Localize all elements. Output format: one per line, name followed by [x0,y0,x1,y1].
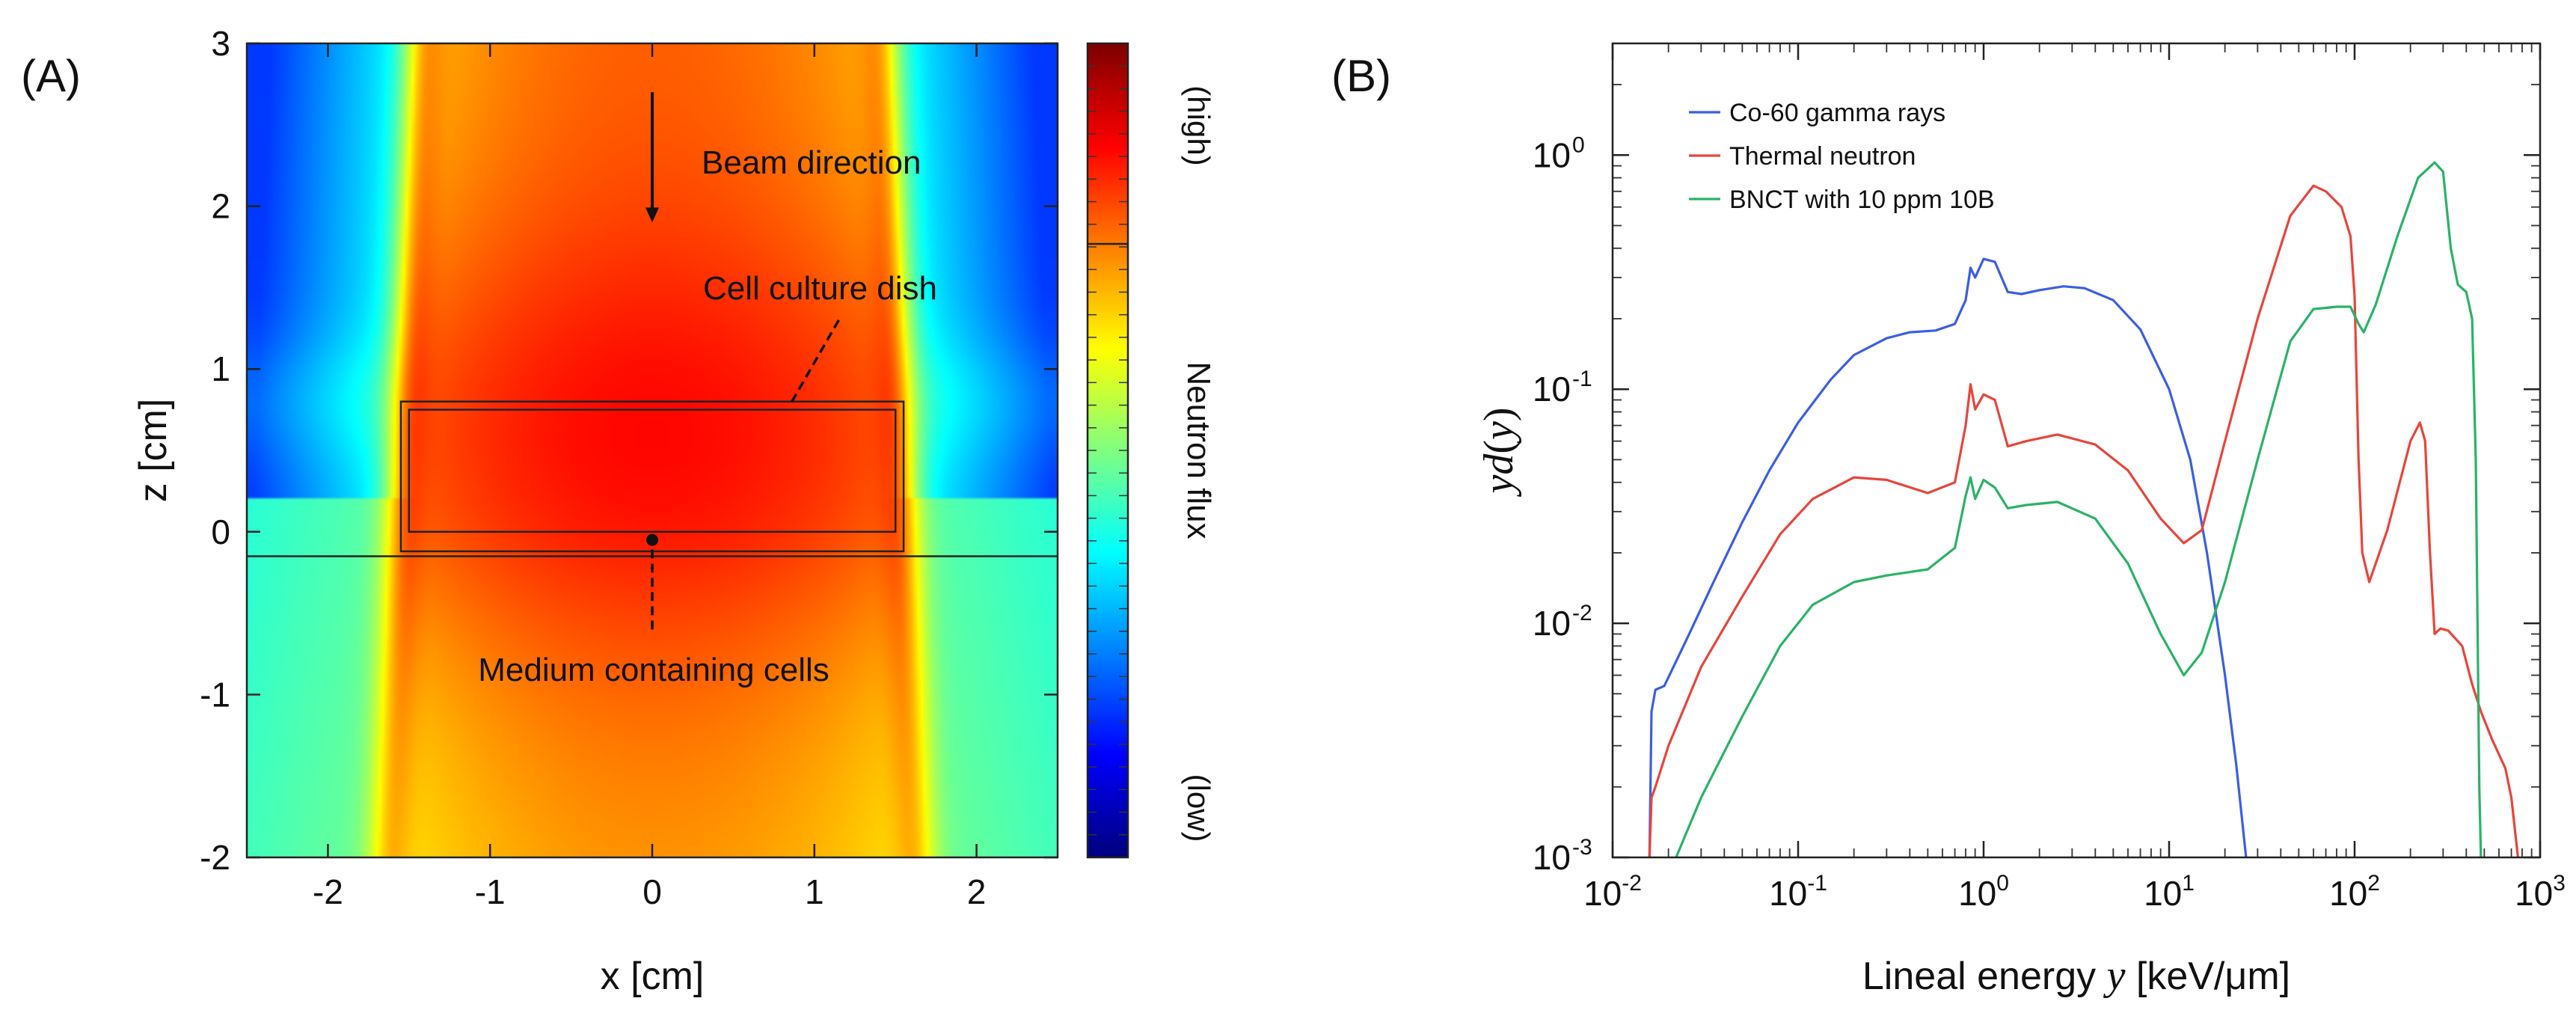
heatmap-x-ticks: -2 -1 0 1 2 [313,43,986,911]
spectrum-y-tick-label: 10 [1533,838,1571,877]
spectrum-x-label-part: Lineal energy [1862,955,2107,998]
spectrum-x-tick-label: 100 [1958,871,2009,913]
panel-a: (A) -2 -1 0 1 2 -2 -1 0 1 2 3 x [cm] z [cm] Beam … [21,24,1217,998]
spectrum-frame [1611,42,2542,859]
spectrum-y-label-paren-close: ) [1476,407,1522,421]
heatmap-y-tick-label: 2 [211,187,230,226]
heatmap-y-tick-label: -1 [200,675,230,714]
series-line-2 [1648,184,2519,858]
spectrum-y-axis-label: yd(y) [1476,407,1522,497]
colorbar-high-label: (high) [1181,85,1216,165]
spectrum-y-tick-exponent: 0 [1572,132,1585,157]
heatmap-y-tick-label: -2 [200,838,230,877]
heatmap-y-tick-label: 0 [211,512,230,551]
spectrum-series [1648,161,2519,858]
heatmap-y-ticks: -2 -1 0 1 2 3 [200,24,1058,877]
panel-label-b: (B) [1331,51,1391,101]
spectrum-x-tick-label: 103 [2515,871,2566,913]
annotation-beam-direction: Beam direction [702,144,921,181]
series-line-3 [1675,161,2483,858]
heatmap-x-axis-label: x [cm] [601,955,705,998]
annotation-cell-culture-dish: Cell culture dish [703,270,937,307]
heatmap-y-tick-label: 1 [211,349,230,388]
heatmap-y-tick-label: 3 [211,24,230,63]
medium-pointer-dot [646,533,658,546]
annotation-medium-containing-cells: Medium containing cells [478,652,829,688]
spectrum-y-tick-label: 10 [1533,604,1571,643]
heatmap-y-axis-label: z [cm] [132,399,175,503]
legend-label-3: BNCT with 10 ppm 10B [1729,186,1995,214]
spectrum-y-tick-exponent: -1 [1572,367,1592,391]
legend-label-2: Thermal neutron [1729,142,1916,171]
spectrum-legend: Co-60 gamma rays Thermal neutron BNCT with… [1689,99,1995,214]
spectrum-y-label-part: yd [1476,453,1522,498]
heatmap-overlay [247,92,1058,630]
heatmap-plot: -2 -1 0 1 2 -2 -1 0 1 2 3 x [cm] z [cm] Beam dire… [132,24,1059,998]
spectrum-x-label-unit: [keV/μm] [2125,955,2290,998]
colorbar-title: Neutron flux [1180,361,1217,539]
colorbar: (high) Neutron flux (low) [1086,42,1217,859]
colorbar-frame [1086,42,1129,859]
spectrum-y-label-paren: ( [1476,440,1522,454]
heatmap-x-tick-label: -2 [313,872,343,911]
colorbar-ticks [1088,65,1128,836]
spectrum-y-tick-label: 10 [1533,370,1571,408]
spectrum-x-tick-label: 102 [2329,871,2380,913]
panel-label-a: (A) [21,51,81,101]
spectrum-x-tick-label: 10-2 [1583,871,1642,913]
heatmap-x-tick-label: 2 [967,872,987,911]
spectrum-plot-area [1613,43,2540,857]
spectrum-y-tick-exponent: -3 [1572,835,1592,860]
series-line-1 [1648,257,2248,858]
spectrum-x-label-var: y [2103,952,2126,999]
spectrum-x-tick-label: 101 [2144,871,2195,913]
dish-inner-outline [408,408,897,533]
heatmap-x-tick-label: 0 [643,872,662,911]
spectrum-x-ticks: 10-2 10-1 100 101 102 103 [1583,43,2566,913]
legend-label-1: Co-60 gamma rays [1729,99,1945,127]
spectrum-x-minor-ticks [1667,43,2533,857]
spectrum-x-axis-label: Lineal energy y [keV/μm] [1862,952,2290,999]
colorbar-low-label: (low) [1181,774,1216,842]
heatmap-x-tick-label: -1 [475,872,506,911]
spectrum-x-tick-label: 10-1 [1769,871,1827,913]
spectrum-y-label-var: y [1476,421,1522,444]
heatmap-x-tick-label: 1 [805,872,824,911]
beam-direction-arrowhead [645,207,659,223]
spectrum-y-tick-exponent: -2 [1572,601,1592,625]
spectrum-y-tick-label: 10 [1533,135,1571,174]
dish-pointer-line [788,319,840,406]
